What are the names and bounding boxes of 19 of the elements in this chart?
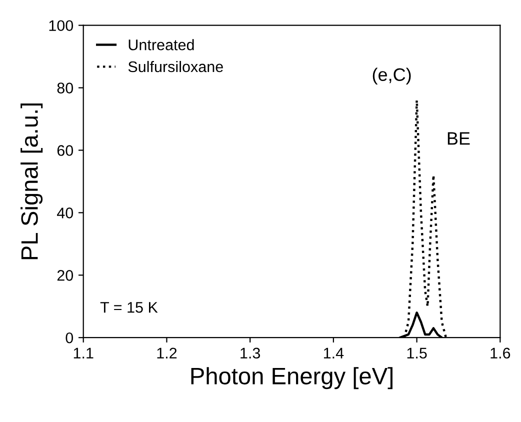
y-tick-label: 100	[49, 20, 74, 32]
x-tick-label: 1.6	[490, 348, 510, 359]
y-tick-label: 60	[57, 145, 74, 156]
legend-label: Untreated	[128, 39, 194, 50]
y-tick-label: 0	[66, 332, 74, 344]
annotation: BE	[448, 132, 470, 145]
x-tick-label: 1.4	[324, 348, 344, 358]
y-tick-label: 20	[57, 270, 74, 281]
annotation: (e,C)	[372, 68, 411, 85]
y-tick-label: 80	[57, 82, 74, 94]
x-tick-label: 1.1	[74, 348, 94, 358]
legend-label: Sulfursiloxane	[128, 60, 223, 72]
x-axis-title: Photon Energy [eV]	[191, 367, 392, 390]
y-tick-label: 40	[56, 208, 74, 218]
x-tick-label: 1.2	[157, 348, 177, 358]
x-tick-label: 1.3	[240, 348, 260, 359]
y-axis-title: PL Signal [a.u.]	[20, 104, 43, 260]
annotation: T = 15 K	[100, 302, 158, 313]
x-tick-label: 1.5	[407, 348, 427, 359]
